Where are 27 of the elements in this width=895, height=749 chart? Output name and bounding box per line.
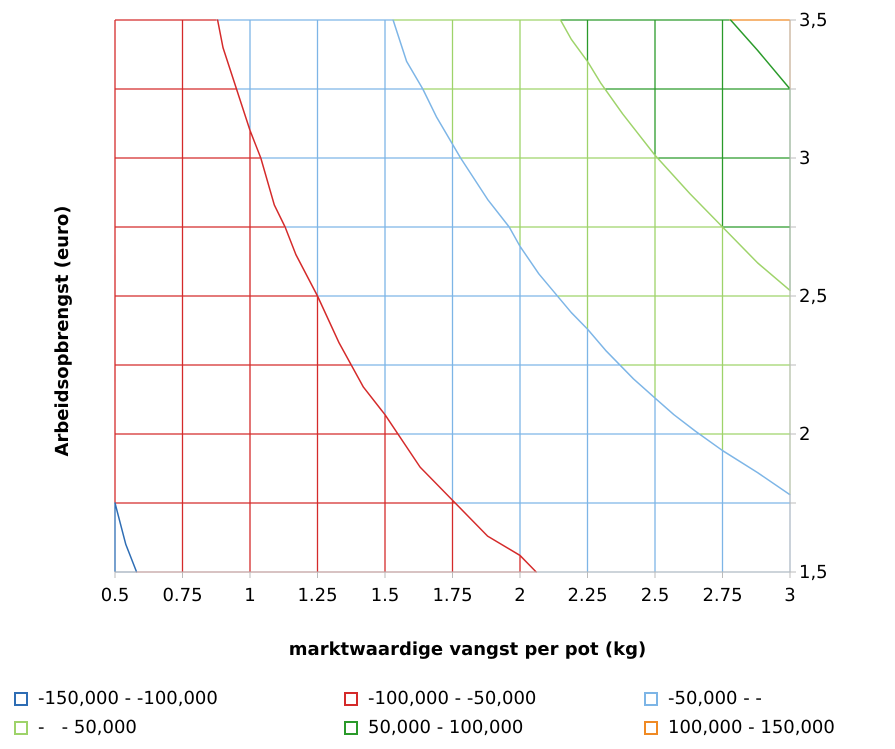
y-tick-label: 1,5	[799, 562, 828, 583]
x-tick-label: 2.5	[640, 584, 670, 606]
y-tick-label: 2,5	[799, 286, 828, 307]
legend-label: - - 50,000	[38, 717, 137, 738]
x-tick-label: 1.25	[297, 584, 338, 606]
legend-label: -150,000 - -100,000	[38, 688, 218, 709]
x-tick-label: 3	[784, 584, 796, 606]
line-series	[216, 19, 537, 573]
y-tick-label: 3	[799, 148, 810, 169]
line-series	[392, 19, 791, 496]
y-tick-label: 2	[799, 424, 810, 445]
x-tick-label: 1	[244, 584, 256, 606]
line-series	[560, 19, 791, 292]
y-tick-label: 3,5	[799, 10, 828, 31]
x-axis-title: marktwaardige vangst per pot (kg)	[288, 639, 646, 660]
x-tick-label: 2.75	[702, 584, 743, 606]
x-tick-label: 2	[514, 584, 526, 606]
legend-label: 50,000 - 100,000	[368, 717, 524, 738]
legend-label: -100,000 - -50,000	[368, 688, 536, 709]
x-tick-label: 1.75	[432, 584, 473, 606]
legend-label: -50,000 - -	[668, 688, 762, 709]
x-tick-label: 1.5	[370, 584, 400, 606]
x-tick-label: 0.75	[162, 584, 203, 606]
x-tick-label: 0.5	[100, 584, 130, 606]
y-axis-title: Arbeidsopbrengst (euro)	[52, 206, 73, 456]
x-tick-label: 2.25	[567, 584, 608, 606]
legend-label: 100,000 - 150,000	[668, 717, 835, 738]
